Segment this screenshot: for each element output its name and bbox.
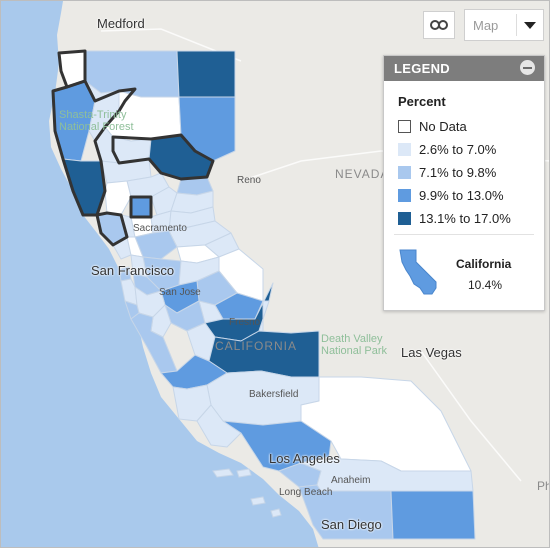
- place-label-los-angeles: Los Angeles: [269, 451, 340, 466]
- state-value: 10.4%: [468, 278, 503, 292]
- california-state-icon: [399, 249, 437, 295]
- county-monterey[interactable]: [130, 312, 178, 374]
- place-label-death-valley-line2: National Park: [321, 345, 388, 357]
- place-label-long-beach: Long Beach: [279, 487, 333, 498]
- county-riverside[interactable]: [300, 456, 474, 492]
- place-label-shasta-trinity-line2: National Forest: [59, 121, 134, 133]
- place-label-california: CALIFORNIA: [215, 339, 298, 353]
- selected-region-outlines: [51, 49, 215, 247]
- legend-swatch: [398, 120, 411, 133]
- legend-divider: [394, 234, 534, 235]
- place-label-anaheim: Anaheim: [331, 475, 371, 486]
- county-colusa[interactable]: [130, 196, 152, 218]
- legend-title: LEGEND: [394, 61, 450, 76]
- legend-label: 9.9% to 13.0%: [419, 188, 504, 203]
- place-label-san-diego: San Diego: [321, 517, 382, 532]
- place-label-shasta-trinity-line1: Shasta-Trinity: [59, 109, 127, 121]
- legend-swatch: [398, 166, 411, 179]
- place-label-sacramento: Sacramento: [133, 223, 187, 234]
- legend-header: LEGEND: [384, 56, 544, 81]
- channel-islands: [212, 468, 282, 518]
- place-label-edge: Ph: [537, 479, 549, 493]
- place-label-reno: Reno: [237, 175, 261, 186]
- place-label-fresno: Fresno: [229, 317, 261, 328]
- minus-circle-icon[interactable]: [520, 60, 535, 75]
- legend-label: 2.6% to 7.0%: [419, 142, 497, 157]
- select-divider: [516, 14, 517, 36]
- map-type-value: Map: [473, 18, 499, 33]
- legend-label: No Data: [419, 119, 467, 134]
- county-layer: [52, 50, 476, 540]
- legend-label: 7.1% to 9.8%: [419, 165, 497, 180]
- place-label-death-valley-line1: Death Valley: [321, 333, 383, 345]
- place-label-bakersfield: Bakersfield: [249, 389, 299, 400]
- place-label-nevada: NEVADA: [335, 167, 390, 181]
- link-icon: [430, 20, 448, 30]
- legend-swatch: [398, 143, 411, 156]
- legend-subtitle: Percent: [398, 94, 446, 109]
- legend-panel: LEGEND Percent No Data 2.6% to 7.0% 7.1%…: [383, 55, 545, 311]
- place-label-san-francisco: San Francisco: [91, 263, 175, 278]
- place-label-las-vegas: Las Vegas: [401, 345, 462, 360]
- legend-swatch: [398, 212, 411, 225]
- chevron-down-icon: [524, 22, 536, 29]
- place-label-medford: Medford: [97, 16, 145, 31]
- share-link-button[interactable]: [423, 11, 455, 39]
- place-label-san-jose: San Jose: [159, 287, 201, 298]
- legend-swatch: [398, 189, 411, 202]
- legend-label: 13.1% to 17.0%: [419, 211, 511, 226]
- state-name: California: [456, 257, 512, 271]
- map-type-select[interactable]: Map: [464, 9, 544, 41]
- county-imperial[interactable]: [390, 490, 476, 540]
- county-modoc[interactable]: [176, 50, 236, 98]
